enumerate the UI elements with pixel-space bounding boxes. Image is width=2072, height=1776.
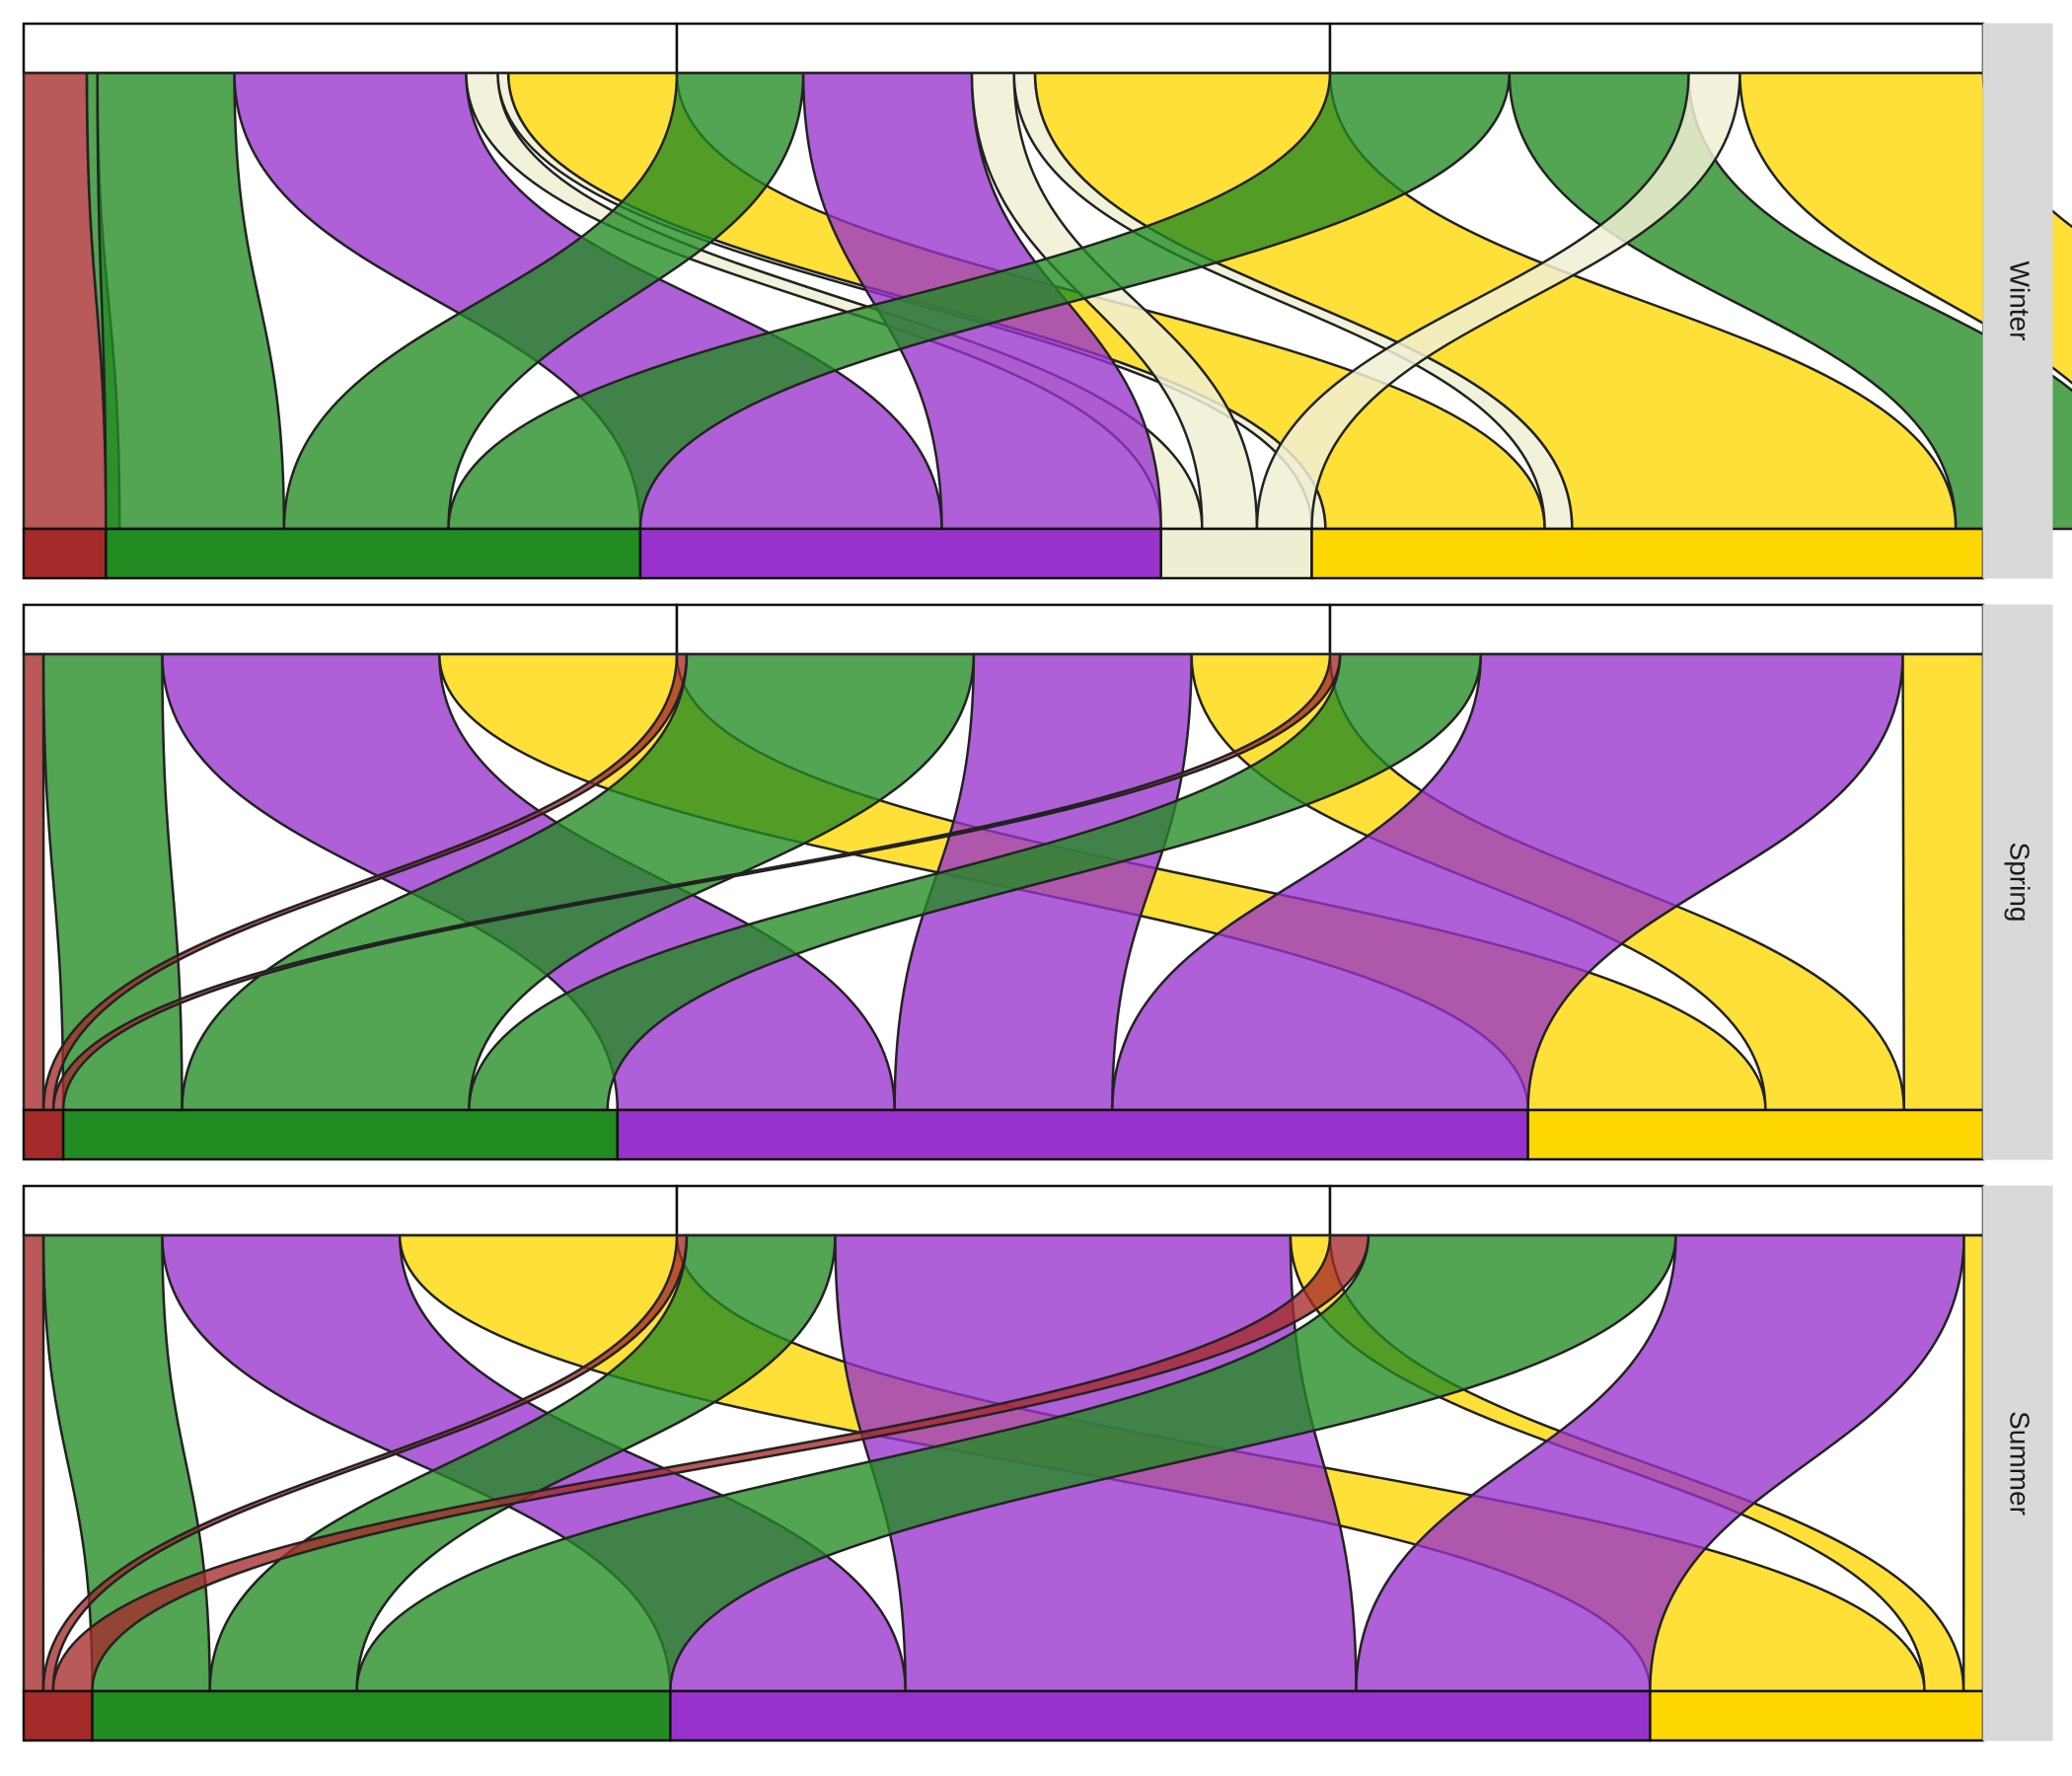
flow-red-to-red: [22, 652, 45, 1112]
top-group-header: [22, 1184, 679, 1237]
flow-yellow-to-yellow: [1901, 652, 1985, 1112]
bottom-node-cream: [1159, 527, 1313, 580]
bottom-node-yellow: [1526, 1108, 1985, 1161]
top-group-header: [22, 22, 679, 75]
facet-summer: Summer: [22, 1184, 2053, 1742]
top-group-header: [675, 603, 1332, 656]
bottom-node-purple: [616, 1108, 1529, 1161]
top-group-header: [1328, 1184, 1985, 1237]
facet-label: Summer: [2005, 1411, 2035, 1516]
flows: [22, 1233, 1985, 1693]
top-group-header: [675, 1184, 1332, 1237]
bottom-node-yellow: [1310, 527, 1985, 580]
bottom-node-green: [61, 1108, 620, 1161]
bottom-node-purple: [638, 527, 1162, 580]
bottom-node-purple: [669, 1689, 1652, 1742]
flows: [22, 71, 2072, 531]
bottom-node-green: [91, 1689, 672, 1742]
flows: [22, 652, 1985, 1112]
facet-spring: Spring: [22, 603, 2053, 1161]
flow-yellow-to-yellow: [1961, 1233, 1985, 1693]
facet-label: Winter: [2005, 261, 2035, 341]
bottom-node-red: [22, 1689, 94, 1742]
facet-strip: [1982, 1185, 2053, 1741]
bottom-node-yellow: [1649, 1689, 1985, 1742]
top-group-header: [675, 22, 1332, 75]
facet-winter: Winter: [22, 22, 2072, 580]
facet-strip: [1982, 23, 2053, 579]
facet-label: Spring: [2005, 843, 2035, 923]
top-group-header: [1328, 22, 1985, 75]
flow-red-to-red: [22, 1233, 45, 1693]
top-group-header: [1328, 603, 1985, 656]
bottom-node-green: [105, 527, 642, 580]
bottom-node-red: [22, 527, 108, 580]
facet-strip: [1982, 604, 2053, 1160]
top-group-header: [22, 603, 679, 656]
bottom-node-red: [22, 1108, 65, 1161]
